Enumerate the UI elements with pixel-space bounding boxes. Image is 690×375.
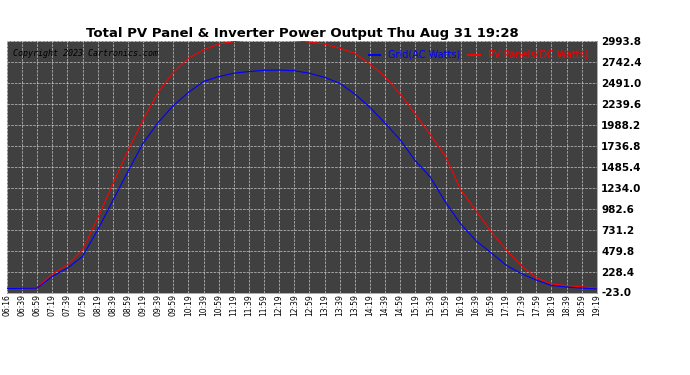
- Legend: Grid(AC Watts), PV Panels(DC Watts): Grid(AC Watts), PV Panels(DC Watts): [365, 46, 592, 64]
- Title: Total PV Panel & Inverter Power Output Thu Aug 31 19:28: Total PV Panel & Inverter Power Output T…: [86, 27, 518, 40]
- Text: Copyright 2023 Cartronics.com: Copyright 2023 Cartronics.com: [13, 49, 158, 58]
